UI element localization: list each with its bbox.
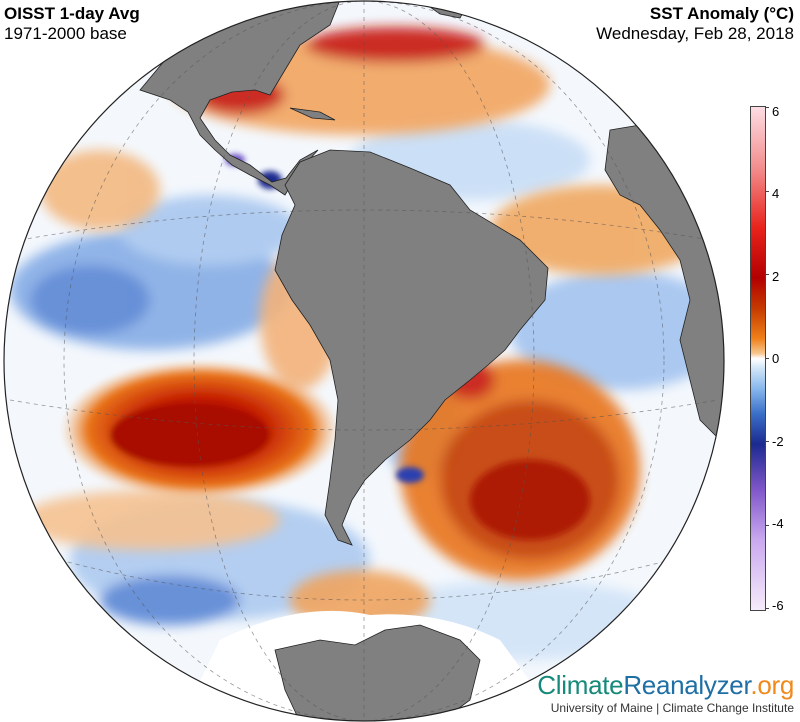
colorbar-tickmark <box>765 107 769 108</box>
map-subtitle: 1971-2000 base <box>4 24 127 43</box>
colorbar-tick-label: 0 <box>772 351 780 366</box>
colorbar-tick-label: 2 <box>772 269 780 284</box>
caribbean-islands <box>289 107 336 121</box>
graticule <box>9 1 719 721</box>
colorbar-tickmark <box>765 274 769 275</box>
colorbar-tickmark <box>765 608 769 609</box>
brand-reanalyzer: Reanalyzer <box>623 670 751 700</box>
north-america-land <box>139 1 341 196</box>
brand-block: ClimateReanalyzer.org University of Main… <box>537 670 794 715</box>
colorbar-tickmark <box>765 525 769 526</box>
map-title: OISST 1-day Avg <box>4 4 140 23</box>
colorbar-tick-label: 4 <box>772 186 780 201</box>
colorbar-tick-label: -2 <box>772 434 784 449</box>
colorbar-tick-label: -4 <box>772 516 784 531</box>
variable-title: SST Anomaly (°C) <box>649 4 794 23</box>
globe-outline <box>3 0 725 722</box>
land-masses <box>139 1 724 721</box>
colorbar <box>750 106 766 611</box>
brand-logo-text[interactable]: ClimateReanalyzer.org <box>537 670 794 700</box>
colorbar-tickmark <box>765 358 769 359</box>
colorbar-tickmark <box>765 191 769 192</box>
colorbar-tick-label: 6 <box>772 104 780 119</box>
date-label: Wednesday, Feb 28, 2018 <box>596 24 794 43</box>
south-america-land <box>274 149 549 546</box>
colorbar-tick-label: -6 <box>772 598 784 613</box>
brand-climate: Climate <box>537 670 624 700</box>
colorbar-tickmark <box>765 441 769 442</box>
brand-subtitle: University of Maine | Climate Change Ins… <box>550 701 794 715</box>
brand-org: .org <box>750 670 794 700</box>
